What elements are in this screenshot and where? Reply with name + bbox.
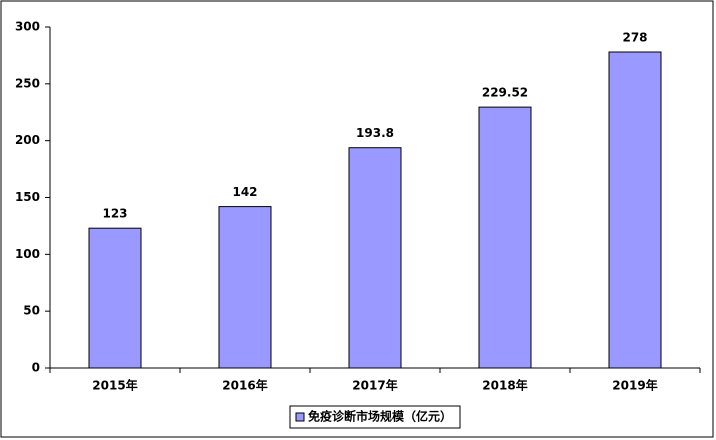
data-label: 229.52 <box>482 86 528 100</box>
legend-label: 免疫诊断市场规模（亿元） <box>308 409 452 424</box>
y-tick-label: 250 <box>15 76 40 90</box>
data-label: 142 <box>232 185 257 199</box>
y-tick-label: 300 <box>15 20 40 34</box>
x-tick-label: 2018年 <box>482 378 527 393</box>
data-label: 123 <box>102 207 127 221</box>
y-tick-label: 50 <box>23 304 40 318</box>
bar <box>608 51 662 369</box>
y-tick-label: 0 <box>32 361 40 375</box>
x-tick-label: 2017年 <box>352 378 397 393</box>
legend-box <box>289 405 461 429</box>
data-label: 193.8 <box>356 126 394 140</box>
x-tick-label: 2015年 <box>92 378 137 393</box>
bar <box>348 147 402 369</box>
y-tick-label: 200 <box>15 133 40 147</box>
y-tick-label: 100 <box>15 247 40 261</box>
bar <box>218 206 272 369</box>
y-tick-label: 150 <box>15 190 40 204</box>
bar <box>88 227 142 369</box>
bar <box>478 106 532 369</box>
legend-swatch <box>295 412 305 422</box>
x-tick-label: 2016年 <box>222 378 267 393</box>
data-label: 278 <box>622 31 647 45</box>
x-tick-label: 2019年 <box>612 378 657 393</box>
